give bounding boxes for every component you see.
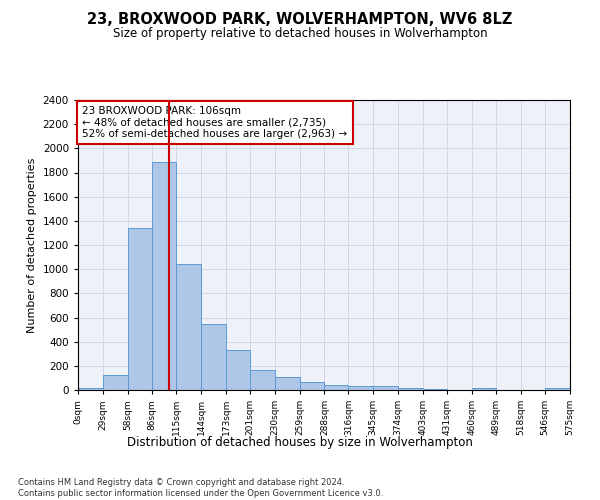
Bar: [152, 162, 176, 390]
Text: Size of property relative to detached houses in Wolverhampton: Size of property relative to detached ho…: [113, 28, 487, 40]
Bar: [325, 385, 349, 390]
Bar: [398, 388, 423, 390]
Bar: [250, 370, 275, 390]
Text: 23, BROXWOOD PARK, WOLVERHAMPTON, WV6 8LZ: 23, BROXWOOD PARK, WOLVERHAMPTON, WV6 8L…: [88, 12, 512, 28]
Text: 23 BROXWOOD PARK: 106sqm
← 48% of detached houses are smaller (2,735)
52% of sem: 23 BROXWOOD PARK: 106sqm ← 48% of detach…: [82, 106, 347, 139]
Bar: [103, 375, 128, 390]
Bar: [299, 382, 325, 390]
Bar: [226, 350, 250, 390]
Bar: [373, 386, 398, 390]
Bar: [78, 388, 103, 390]
Bar: [545, 388, 570, 390]
Text: Distribution of detached houses by size in Wolverhampton: Distribution of detached houses by size …: [127, 436, 473, 449]
Text: Contains HM Land Registry data © Crown copyright and database right 2024.
Contai: Contains HM Land Registry data © Crown c…: [18, 478, 383, 498]
Bar: [176, 264, 201, 390]
Bar: [349, 386, 373, 390]
Bar: [472, 388, 496, 390]
Bar: [275, 376, 299, 390]
Bar: [128, 228, 152, 390]
Y-axis label: Number of detached properties: Number of detached properties: [27, 158, 37, 332]
Bar: [201, 324, 226, 390]
